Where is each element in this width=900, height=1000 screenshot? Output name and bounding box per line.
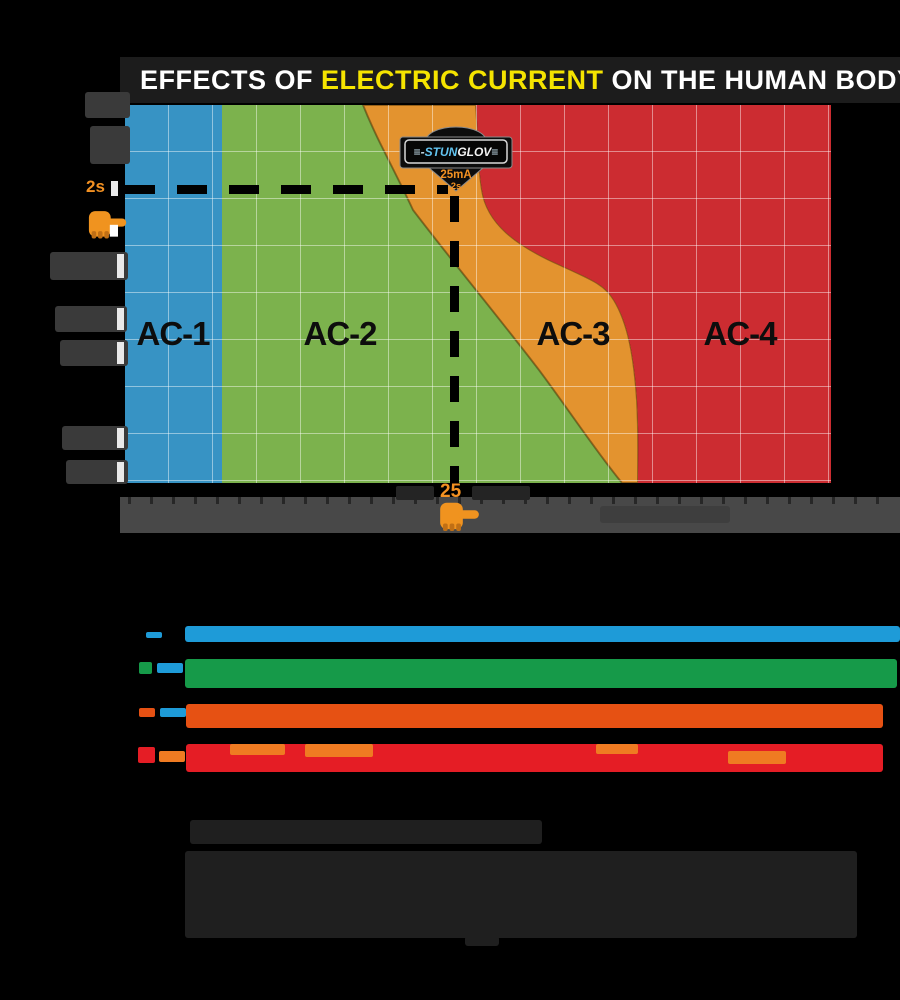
legend-swatch-green xyxy=(139,662,152,674)
dashed-guide-vertical xyxy=(450,196,459,483)
y-axis-label-block xyxy=(85,92,130,118)
legend-swatch-orange-dash xyxy=(159,751,185,762)
legend-swatch-orange xyxy=(139,708,155,717)
y-axis-tick xyxy=(117,462,124,482)
legend-swatch-blue-dash xyxy=(157,663,183,673)
stunglove-logo: ≡-STUNGLOV≡ xyxy=(414,145,499,159)
title-bar: EFFECTS OF ELECTRIC CURRENT ON THE HUMAN… xyxy=(120,57,900,103)
y-axis-label-block xyxy=(90,126,130,164)
logo-glov-text: GLOV xyxy=(457,145,492,159)
logo-speedlines-left: ≡- xyxy=(414,145,425,159)
legend-text-bar-ac2 xyxy=(185,659,897,688)
zone-label-ac1: AC-1 xyxy=(136,315,210,352)
zone-ac4 xyxy=(476,105,831,483)
glove-icon xyxy=(88,211,127,239)
y-axis-label-block xyxy=(55,306,127,332)
page-title: EFFECTS OF ELECTRIC CURRENT ON THE HUMAN… xyxy=(140,65,900,96)
marker-time-value: 2s xyxy=(451,181,462,192)
logo-stun-text: STUN xyxy=(425,145,458,159)
x-axis-highlight-25: 25 xyxy=(440,481,462,502)
zone-label-ac2: AC-2 xyxy=(303,315,377,352)
x-axis-title-block xyxy=(600,506,730,523)
legend-orange-patch xyxy=(305,744,373,757)
y-axis-label-block xyxy=(50,252,128,280)
legend-swatch-blue-dash xyxy=(160,708,186,717)
title-prefix: EFFECTS OF xyxy=(140,64,321,95)
legend-text-bar-ac1 xyxy=(185,626,900,642)
x-axis-ticks xyxy=(128,497,892,504)
footnote-paragraph-block xyxy=(185,851,857,938)
legend-text-bar-ac4 xyxy=(186,744,883,772)
zone-plot xyxy=(125,105,831,483)
title-highlight: ELECTRIC CURRENT xyxy=(321,64,604,95)
y-axis-tick xyxy=(117,428,124,448)
y-axis-tick xyxy=(117,342,124,364)
y-axis-tick xyxy=(117,308,124,330)
x-axis-band xyxy=(120,497,900,533)
zone-ac1 xyxy=(125,105,222,483)
zone-label-ac3: AC-3 xyxy=(536,315,610,352)
legend-orange-patch xyxy=(230,744,285,755)
footnote-tail-block xyxy=(465,936,499,946)
dashed-guide-horizontal xyxy=(125,185,448,194)
marker-current-value: 25mA xyxy=(440,169,471,181)
zone-label-ac4: AC-4 xyxy=(703,315,777,352)
y-axis-highlight-2s: 2s xyxy=(86,177,105,196)
footnote-heading-block xyxy=(190,820,542,844)
legend-swatch-blue xyxy=(146,632,162,638)
y-axis-tick xyxy=(117,254,124,278)
glove-icon xyxy=(440,502,479,532)
title-suffix: ON THE HUMAN BODY xyxy=(603,64,900,95)
logo-speedlines-right: ≡ xyxy=(491,145,498,159)
x-axis-label-block xyxy=(396,486,434,500)
legend-orange-patch xyxy=(596,744,638,754)
legend-swatch-red xyxy=(138,747,155,763)
y-axis-label-block xyxy=(60,340,128,366)
zone-ac2 xyxy=(222,105,622,483)
stunglove-logo-box xyxy=(404,139,508,164)
y-axis-tick xyxy=(111,181,118,196)
legend-orange-patch xyxy=(728,751,786,764)
legend-text-bar-ac3 xyxy=(186,704,883,728)
x-axis-label-block xyxy=(472,486,530,500)
stunglove-badge: ≡-STUNGLOV≡ 25mA 2s xyxy=(399,126,513,192)
